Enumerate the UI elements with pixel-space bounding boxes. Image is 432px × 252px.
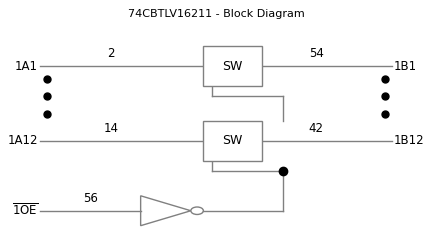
Text: 1A12: 1A12 xyxy=(8,135,38,147)
Text: 54: 54 xyxy=(309,47,324,60)
Text: 1B1: 1B1 xyxy=(394,60,417,73)
Bar xyxy=(203,46,262,86)
Bar xyxy=(203,121,262,161)
Text: 14: 14 xyxy=(104,122,119,135)
Text: 2: 2 xyxy=(108,47,115,60)
Text: SW: SW xyxy=(222,60,243,73)
Text: 1A1: 1A1 xyxy=(15,60,38,73)
Text: 42: 42 xyxy=(309,122,324,135)
Text: $\overline{\mathrm{1OE}}$: $\overline{\mathrm{1OE}}$ xyxy=(12,203,38,218)
Text: SW: SW xyxy=(222,135,243,147)
Text: 1B12: 1B12 xyxy=(394,135,424,147)
Text: 56: 56 xyxy=(83,192,98,205)
Text: 74CBTLV16211 - Block Diagram: 74CBTLV16211 - Block Diagram xyxy=(127,9,304,19)
